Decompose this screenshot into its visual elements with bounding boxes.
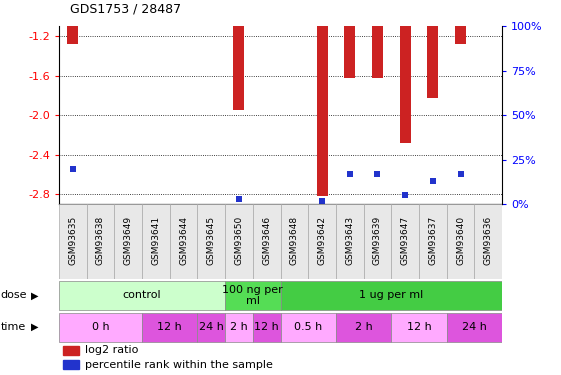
Text: GSM93645: GSM93645 xyxy=(207,216,216,265)
Bar xyxy=(114,204,142,279)
Bar xyxy=(67,26,79,44)
Bar xyxy=(59,313,142,342)
Text: GSM93636: GSM93636 xyxy=(484,216,493,265)
Bar xyxy=(169,204,197,279)
Bar xyxy=(63,345,79,355)
Bar xyxy=(316,26,328,196)
Text: GSM93639: GSM93639 xyxy=(373,216,382,265)
Text: GSM93637: GSM93637 xyxy=(429,216,438,265)
Text: 24 h: 24 h xyxy=(462,322,487,332)
Text: GSM93650: GSM93650 xyxy=(234,216,243,265)
Bar xyxy=(225,281,280,310)
Text: GSM93640: GSM93640 xyxy=(456,216,465,265)
Bar xyxy=(455,26,466,44)
Text: GSM93647: GSM93647 xyxy=(401,216,410,265)
Text: GSM93635: GSM93635 xyxy=(68,216,77,265)
Bar xyxy=(419,204,447,279)
Text: time: time xyxy=(1,322,26,332)
Text: 2 h: 2 h xyxy=(230,322,248,332)
Bar xyxy=(280,204,308,279)
Bar xyxy=(427,26,438,98)
Text: ▶: ▶ xyxy=(31,290,38,300)
Text: GSM93641: GSM93641 xyxy=(151,216,160,265)
Text: GSM93644: GSM93644 xyxy=(179,216,188,265)
Bar xyxy=(253,313,280,342)
Bar xyxy=(253,204,280,279)
Text: ▶: ▶ xyxy=(31,322,38,332)
Text: 0 h: 0 h xyxy=(91,322,109,332)
Text: GSM93643: GSM93643 xyxy=(345,216,354,265)
Text: GDS1753 / 28487: GDS1753 / 28487 xyxy=(70,2,181,15)
Bar xyxy=(63,360,79,369)
Text: 100 ng per
ml: 100 ng per ml xyxy=(222,285,283,306)
Text: percentile rank within the sample: percentile rank within the sample xyxy=(85,360,273,370)
Bar xyxy=(142,204,169,279)
Bar xyxy=(142,313,197,342)
Bar xyxy=(59,204,86,279)
Text: 12 h: 12 h xyxy=(407,322,431,332)
Text: GSM93638: GSM93638 xyxy=(96,216,105,265)
Bar xyxy=(344,26,355,78)
Bar xyxy=(280,281,502,310)
Bar xyxy=(197,204,225,279)
Text: 12 h: 12 h xyxy=(157,322,182,332)
Text: 0.5 h: 0.5 h xyxy=(294,322,323,332)
Bar xyxy=(308,204,336,279)
Text: 24 h: 24 h xyxy=(199,322,224,332)
Bar xyxy=(225,313,253,342)
Bar xyxy=(392,204,419,279)
Text: GSM93649: GSM93649 xyxy=(123,216,132,265)
Bar xyxy=(336,313,392,342)
Bar xyxy=(372,26,383,78)
Bar xyxy=(86,204,114,279)
Bar xyxy=(59,281,225,310)
Bar xyxy=(475,204,502,279)
Bar xyxy=(447,204,475,279)
Text: log2 ratio: log2 ratio xyxy=(85,345,139,355)
Bar xyxy=(447,313,502,342)
Bar xyxy=(225,204,253,279)
Text: 2 h: 2 h xyxy=(355,322,373,332)
Text: GSM93642: GSM93642 xyxy=(318,216,327,265)
Text: GSM93646: GSM93646 xyxy=(262,216,271,265)
Text: 12 h: 12 h xyxy=(254,322,279,332)
Bar xyxy=(336,204,364,279)
Text: GSM93648: GSM93648 xyxy=(290,216,299,265)
Text: dose: dose xyxy=(1,290,27,300)
Bar xyxy=(392,313,447,342)
Bar xyxy=(280,313,336,342)
Bar xyxy=(233,26,245,110)
Text: control: control xyxy=(123,290,162,300)
Bar xyxy=(364,204,392,279)
Bar xyxy=(399,26,411,143)
Bar xyxy=(197,313,225,342)
Text: 1 ug per ml: 1 ug per ml xyxy=(359,290,424,300)
